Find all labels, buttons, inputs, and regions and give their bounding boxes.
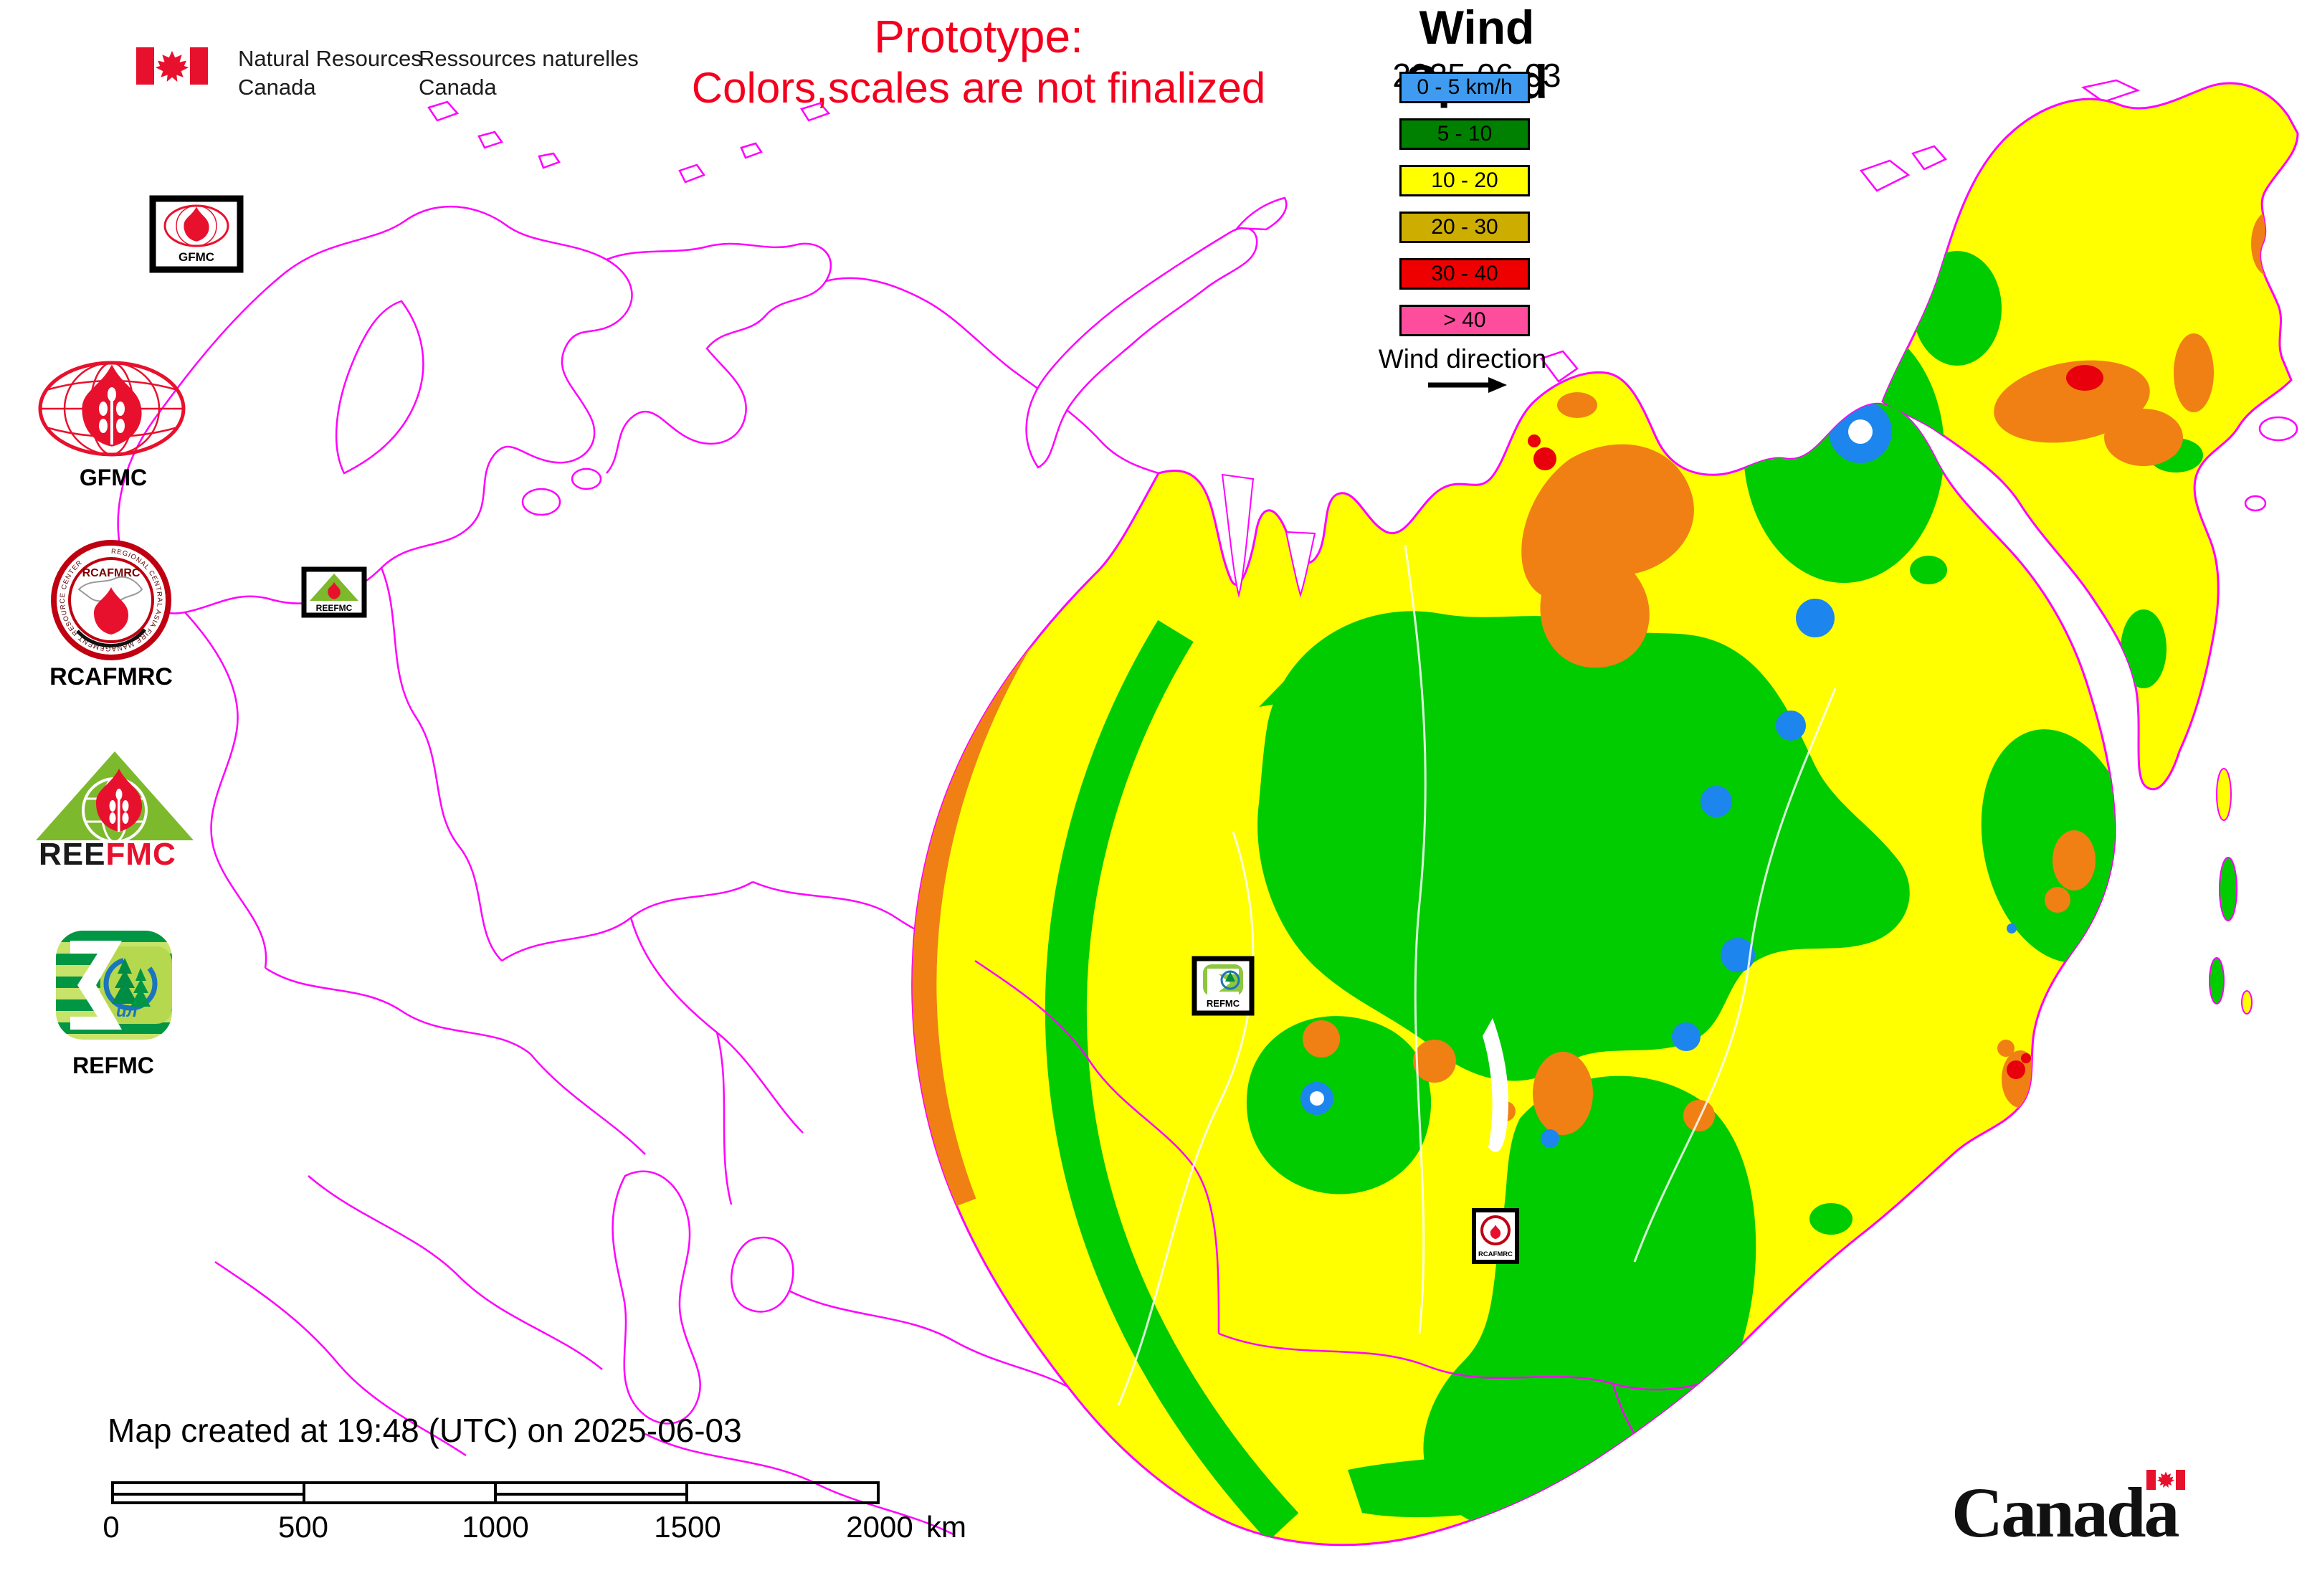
legend-label: 30 - 40 [1431, 262, 1498, 285]
scale-tick-500: 500 [277, 1510, 329, 1544]
legend-label: 10 - 20 [1431, 168, 1498, 192]
nrcan-fr-line1: Ressources naturelles [419, 46, 639, 71]
refmc-label: REFMC [72, 1053, 154, 1078]
wind-direction-label: Wind direction [1378, 344, 1547, 374]
nrcan-title-fr: Ressources naturelles Canada [419, 44, 639, 103]
rcafmrc-logo-text: RCAFMRC [82, 567, 141, 579]
legend-label: 0 - 5 km/h [1417, 75, 1513, 99]
nrcan-en-line1: Natural Resources [238, 46, 422, 71]
legend-item-0-5: 0 - 5 km/h [1399, 72, 1530, 103]
legend-item-20-30: 20 - 30 [1399, 212, 1530, 243]
map-marker-rcafmrc: RCAFMRC [1472, 1208, 1519, 1264]
nrcan-fr-line2: Canada [419, 75, 497, 100]
legend-item-5-10: 5 - 10 [1399, 118, 1530, 150]
scale-tick-0: 0 [103, 1510, 120, 1544]
calm-spot-centers [1310, 419, 1873, 1106]
scale-bar-segment [494, 1484, 685, 1501]
lake-baikal [1483, 1018, 1508, 1152]
scale-bar [111, 1481, 880, 1504]
map-marker-rcafmrc-label: RCAFMRC [1478, 1250, 1513, 1258]
rcafmrc-logo: REGIONAL CENTRAL ASIA FIRE MANAGEMENT RE… [51, 540, 171, 660]
refmc-logo: ил [56, 931, 172, 1040]
nrcan-title-en: Natural Resources Canada [238, 44, 422, 103]
canada-flag-icon [136, 47, 208, 85]
scale-bar-segment [114, 1484, 303, 1501]
map-marker-reefmc: REEFMC [301, 566, 367, 618]
legend-item-30-40: 30 - 40 [1399, 258, 1530, 290]
map-marker-refmc: REFMC [1192, 956, 1255, 1016]
rivers [1117, 544, 1837, 1406]
legend-item-40plus: > 40 [1399, 305, 1530, 336]
prototype-line2: Colors,scales are not finalized [691, 64, 1266, 112]
canada-wordmark: Canada [1951, 1473, 2179, 1552]
gfmc-logo [38, 361, 186, 457]
ob-gulfs [1221, 473, 1316, 598]
svg-text:REEFMC: REEFMC [39, 837, 176, 868]
canada-wordmark-flag-icon [2146, 1470, 2185, 1490]
legend-label: 5 - 10 [1437, 122, 1493, 146]
reefmc-wordmark-black: REE [39, 837, 105, 868]
refmc-logo-text: ил [116, 1002, 138, 1021]
wind-red-regions [1528, 365, 2103, 1079]
prototype-warning: Prototype: Colors,scales are not finaliz… [620, 10, 1337, 113]
legend-item-10-20: 10 - 20 [1399, 165, 1530, 196]
map-marker-refmc-label: REFMC [1207, 998, 1240, 1009]
reefmc-wordmark-red: FMC [105, 837, 176, 868]
scale-tick-1500: 1500 [654, 1510, 721, 1544]
scale-tick-1000: 1000 [462, 1510, 529, 1544]
scale-bar-segment [303, 1484, 494, 1501]
map-marker-reefmc-label: REEFMC [316, 603, 353, 613]
scale-unit: km [926, 1510, 966, 1544]
nrcan-en-line2: Canada [238, 75, 316, 100]
reefmc-logo: REEFMC [36, 751, 194, 868]
map-marker-gfmc: GFMC [149, 195, 244, 273]
legend-label: 20 - 30 [1431, 215, 1498, 239]
rcafmrc-label: RCAFMRC [49, 663, 173, 690]
legend-label: > 40 [1443, 308, 1486, 332]
scale-tick-2000: 2000 [846, 1510, 913, 1544]
prototype-line1: Prototype: [874, 11, 1083, 62]
wind-data-region [911, 82, 2299, 1547]
scale-bar-segment [685, 1484, 877, 1501]
wind-direction-arrow-icon [1428, 377, 1507, 393]
gfmc-label: GFMC [79, 465, 148, 490]
map-created-text: Map created at 19:48 (UTC) on 2025-06-03 [108, 1412, 742, 1449]
map-marker-gfmc-label: GFMC [179, 250, 214, 264]
